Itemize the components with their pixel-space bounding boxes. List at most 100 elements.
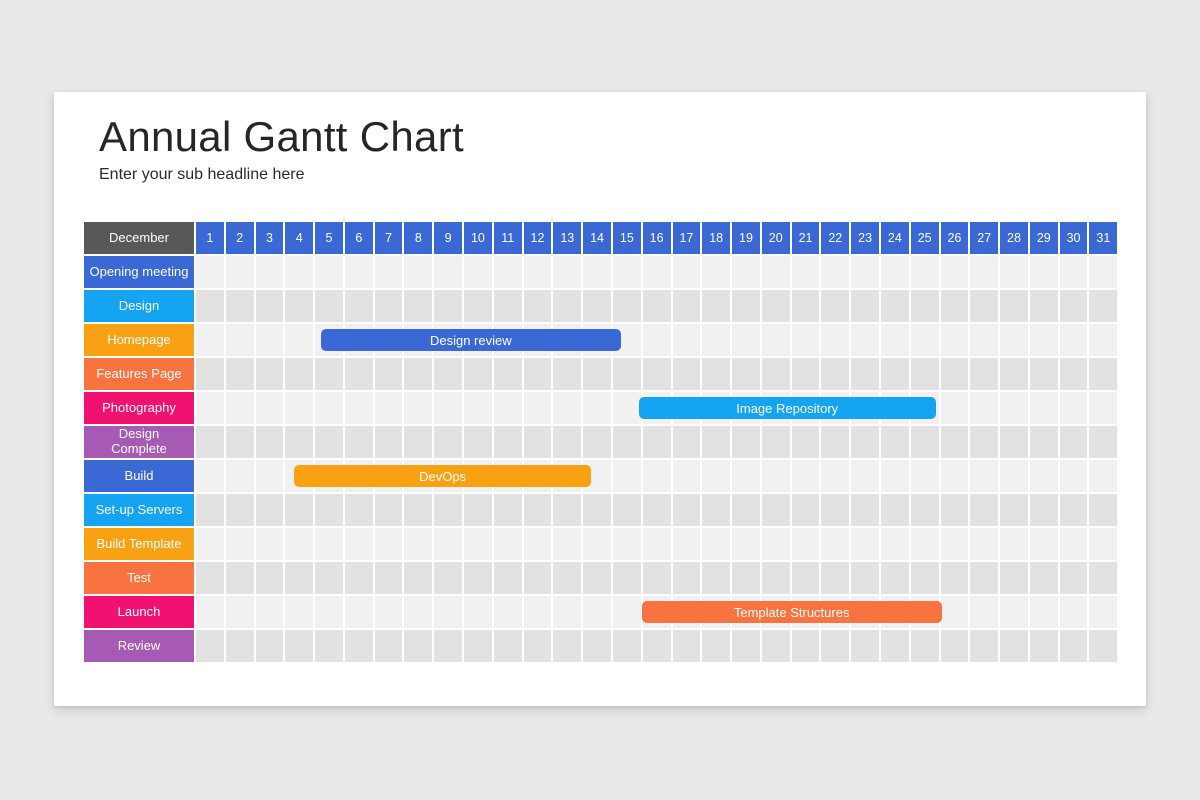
grid-cell [732, 256, 760, 288]
grid-cell [404, 494, 433, 526]
grid-cell [523, 494, 552, 526]
day-header-cell: 16 [642, 222, 671, 254]
grid-cell [672, 290, 701, 322]
grid-cell [583, 562, 611, 594]
day-header-cell: 30 [1059, 222, 1088, 254]
grid-cell [1029, 562, 1058, 594]
grid-cell [344, 392, 373, 424]
grid-cell [851, 358, 879, 390]
grid-cell [791, 562, 820, 594]
grid-cell [374, 358, 403, 390]
gantt-row-strip [196, 358, 1118, 390]
grid-cell [821, 290, 850, 322]
grid-cell [761, 290, 790, 322]
grid-cell [285, 596, 314, 628]
gantt-row: Set-up Servers [84, 494, 1118, 526]
gantt-row-strip: Template Structures [196, 596, 1118, 628]
grid-cell [672, 324, 701, 356]
grid-cell [1089, 358, 1118, 390]
grid-cell [523, 290, 552, 322]
grid-cell [285, 630, 314, 662]
gantt-row-strip: DevOps [196, 460, 1118, 492]
grid-cell [493, 494, 522, 526]
grid-cell [523, 596, 552, 628]
grid-cell [880, 358, 909, 390]
grid-cell [1000, 460, 1028, 492]
grid-cell [702, 528, 731, 560]
grid-cell [434, 290, 463, 322]
grid-cell [344, 562, 373, 594]
gantt-row: Opening meeting [84, 256, 1118, 288]
grid-cell [553, 596, 582, 628]
grid-cell [225, 562, 254, 594]
grid-cell [1029, 324, 1058, 356]
gantt-row-strip [196, 426, 1118, 458]
grid-cell [434, 630, 463, 662]
grid-cell [404, 426, 433, 458]
grid-cell [255, 358, 284, 390]
grid-cell [940, 596, 969, 628]
grid-cell [970, 596, 999, 628]
grid-cell [315, 256, 343, 288]
grid-cell [821, 460, 850, 492]
grid-cell [225, 290, 254, 322]
grid-cell [1059, 596, 1088, 628]
grid-cell [761, 494, 790, 526]
grid-cell [910, 426, 939, 458]
grid-cell [970, 460, 999, 492]
grid-cell [255, 528, 284, 560]
grid-cell [583, 528, 611, 560]
gantt-row-strip [196, 630, 1118, 662]
grid-cell [940, 358, 969, 390]
grid-cell [583, 494, 611, 526]
grid-cell [761, 562, 790, 594]
grid-cell [940, 528, 969, 560]
grid-cell [285, 324, 314, 356]
gantt-row-strip [196, 528, 1118, 560]
grid-cell [196, 460, 224, 492]
gantt-row: Test [84, 562, 1118, 594]
task-label: Review [84, 630, 194, 662]
grid-cell [374, 528, 403, 560]
grid-cell [464, 528, 492, 560]
grid-cell [523, 528, 552, 560]
grid-cell [285, 392, 314, 424]
grid-cell [702, 494, 731, 526]
gantt-row-strip [196, 290, 1118, 322]
grid-cell [821, 256, 850, 288]
grid-cell [255, 460, 284, 492]
grid-cell [732, 630, 760, 662]
grid-cell [642, 528, 671, 560]
grid-cell [702, 426, 731, 458]
grid-cell [732, 324, 760, 356]
grid-cell [1089, 460, 1118, 492]
grid-cell [315, 358, 343, 390]
grid-cell [196, 358, 224, 390]
grid-cell [255, 494, 284, 526]
gantt-row-strip [196, 494, 1118, 526]
grid-cell [910, 562, 939, 594]
grid-cell [1059, 528, 1088, 560]
page-title: Annual Gantt Chart [99, 113, 464, 160]
grid-cell [910, 494, 939, 526]
grid-cell [523, 426, 552, 458]
day-header-cell: 25 [910, 222, 939, 254]
gantt-row-strip: Image Repository [196, 392, 1118, 424]
grid-cell [970, 290, 999, 322]
grid-cell [196, 562, 224, 594]
gantt-bar: Template Structures [641, 601, 942, 623]
grid-cell [940, 562, 969, 594]
grid-cell [940, 460, 969, 492]
grid-cell [315, 392, 343, 424]
task-label: Launch [84, 596, 194, 628]
grid-cell [940, 630, 969, 662]
grid-cell [196, 630, 224, 662]
grid-cell [642, 562, 671, 594]
day-header-cell: 23 [851, 222, 879, 254]
grid-cell [642, 426, 671, 458]
grid-cell [821, 562, 850, 594]
grid-cell [434, 358, 463, 390]
grid-cell [553, 630, 582, 662]
grid-cell [1000, 290, 1028, 322]
